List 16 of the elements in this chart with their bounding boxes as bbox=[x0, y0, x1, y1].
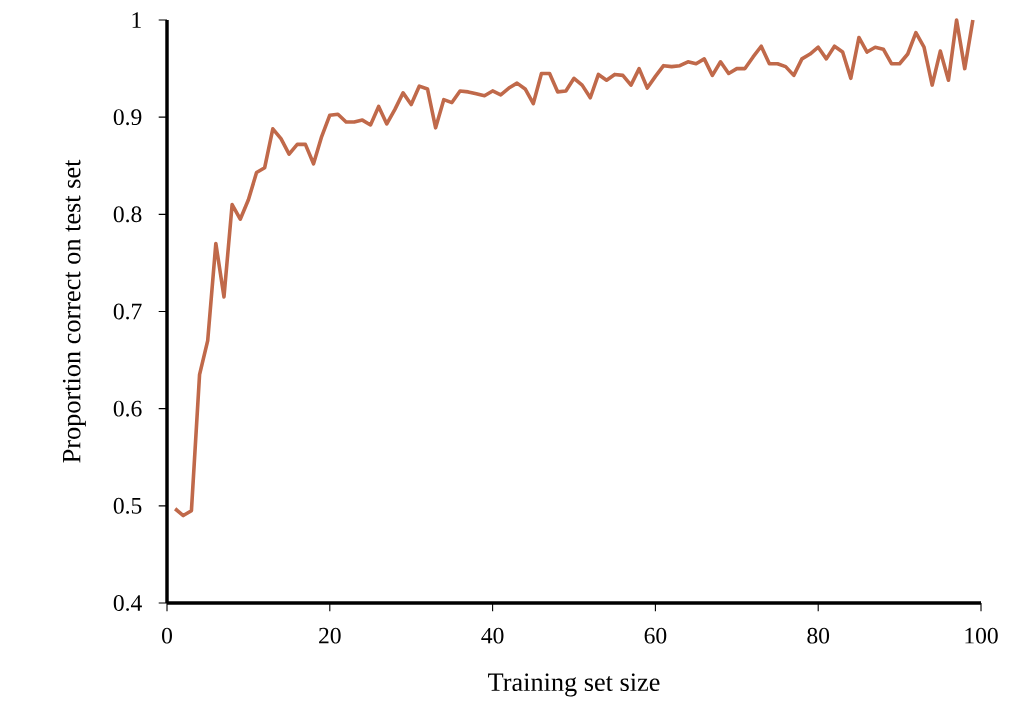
y-tick-label: 0.6 bbox=[113, 400, 142, 417]
y-tick-label: 0.4 bbox=[113, 595, 142, 611]
x-tick-label: 20 bbox=[319, 627, 341, 644]
y-tick-label: 0.8 bbox=[113, 206, 142, 223]
x-tick-label: 80 bbox=[807, 627, 830, 644]
x-tick-label: 100 bbox=[965, 627, 998, 644]
x-tick-label: 40 bbox=[481, 627, 504, 644]
y-tick-label: 0.9 bbox=[113, 109, 142, 126]
x-tick-label: 60 bbox=[644, 627, 667, 644]
y-tick-label: 0.7 bbox=[113, 303, 142, 320]
y-tick-label: 0.5 bbox=[113, 497, 142, 514]
x-axis-title: Training set size bbox=[488, 673, 660, 697]
y-tick-label: 1 bbox=[132, 12, 141, 28]
line-series bbox=[173, 18, 975, 518]
y-axis-title: Proportion correct on test set bbox=[62, 159, 86, 463]
x-tick-label: 0 bbox=[162, 627, 172, 644]
